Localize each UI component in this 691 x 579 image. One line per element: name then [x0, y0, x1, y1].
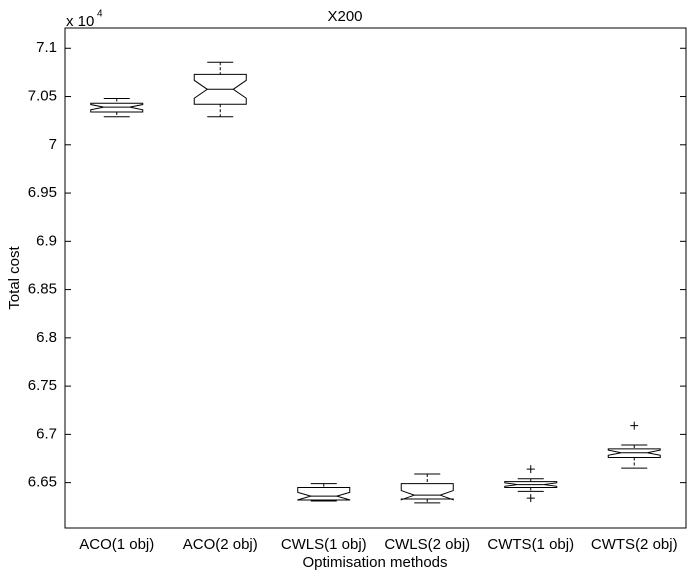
x-tick-label: CWTS(2 obj): [591, 536, 678, 553]
chart-title: X200: [327, 8, 362, 25]
y-tick-label: 6.85: [28, 281, 57, 298]
box: [504, 481, 558, 488]
y-tick-label: 6.7: [36, 425, 57, 442]
y-tick-label: 6.75: [28, 377, 57, 394]
box: [90, 102, 144, 113]
x-tick-label: CWLS(2 obj): [384, 536, 470, 553]
x-tick-label: CWLS(1 obj): [281, 536, 367, 553]
y-axis-label: Total cost: [6, 245, 23, 309]
y-tick-label: 7.05: [28, 88, 57, 105]
y-multiplier-exponent: 4: [97, 9, 103, 20]
x-tick-label: CWTS(1 obj): [487, 536, 574, 553]
y-tick-label: 7.1: [36, 39, 57, 56]
y-tick-label: 6.9: [36, 232, 57, 249]
box: [400, 483, 454, 501]
box: [607, 448, 661, 459]
x-axis-label: Optimisation methods: [302, 554, 447, 571]
y-tick-label: 6.65: [28, 474, 57, 491]
plot-frame: [64, 27, 687, 529]
box: [193, 73, 247, 105]
x-tick-label: ACO(1 obj): [79, 536, 154, 553]
y-tick-label: 7: [49, 136, 57, 153]
outlier: [526, 465, 535, 474]
y-tick-label: 6.95: [28, 184, 57, 201]
outlier: [526, 494, 535, 503]
outlier: [630, 421, 639, 430]
box: [297, 486, 351, 501]
y-tick-label: 6.8: [36, 329, 57, 346]
y-multiplier: x 10: [66, 13, 94, 30]
x-tick-label: ACO(2 obj): [183, 536, 258, 553]
